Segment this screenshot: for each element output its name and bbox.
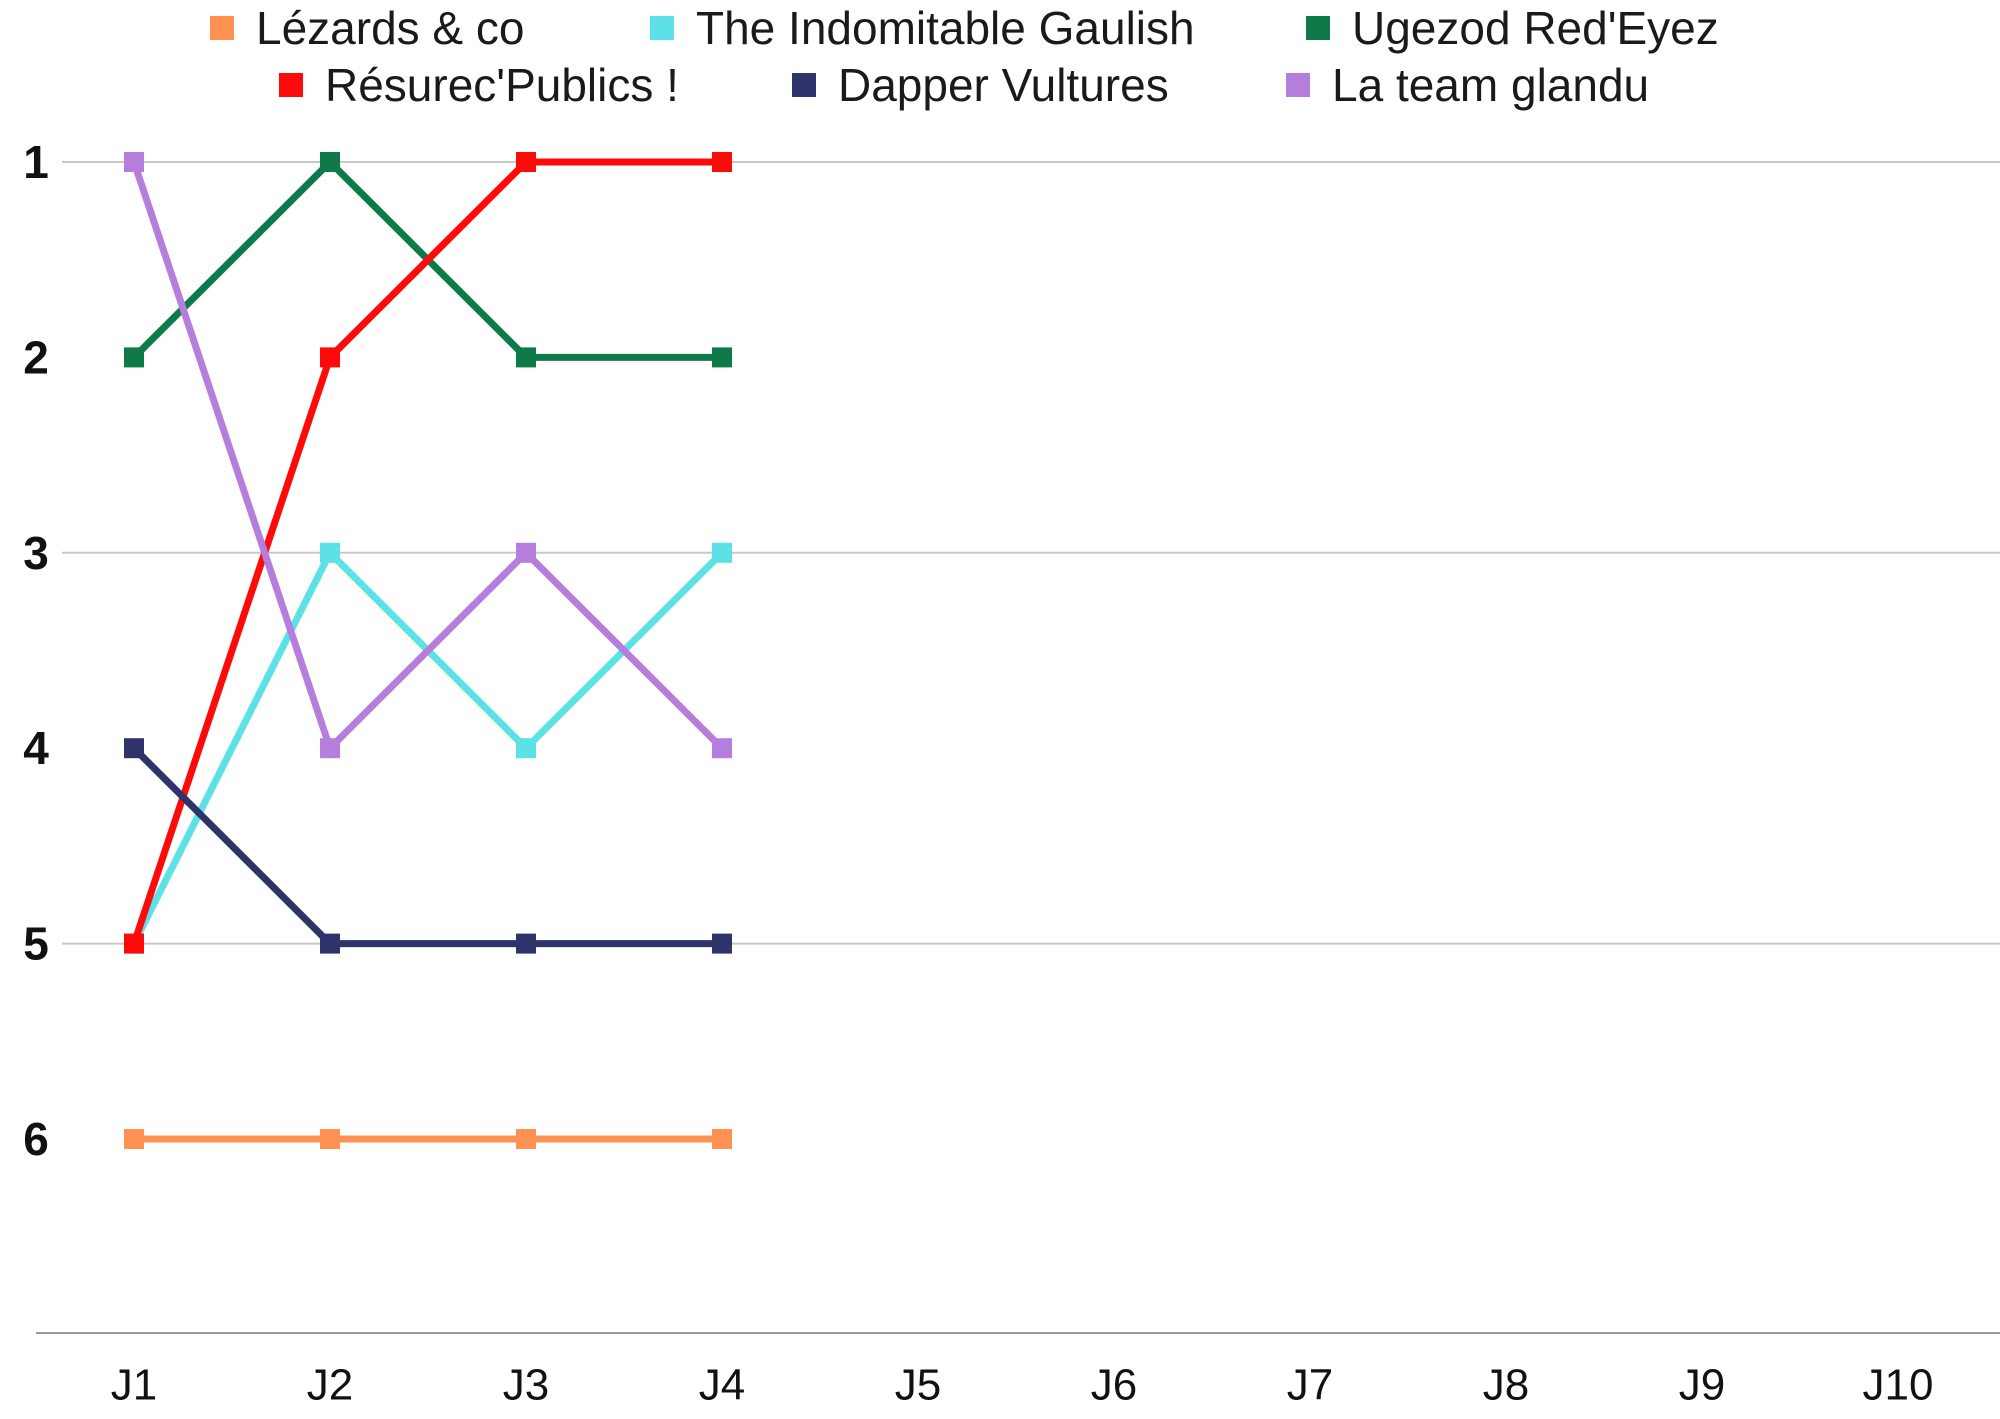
data-point-marker	[320, 347, 340, 368]
series-line	[130, 158, 726, 948]
x-tick-label: J3	[503, 1361, 549, 1410]
data-point-marker	[516, 152, 536, 172]
legend-label: Ugezod Red'Eyez	[1352, 2, 1719, 54]
data-point-marker	[712, 738, 732, 759]
y-tick-label: 1	[23, 136, 49, 188]
gridlines	[62, 161, 2000, 945]
legend-label: Dapper Vultures	[838, 59, 1169, 111]
data-point-marker	[320, 933, 340, 954]
data-point-marker	[124, 347, 144, 368]
y-tick-label: 5	[23, 918, 49, 970]
x-tick-label: J6	[1091, 1361, 1137, 1410]
x-tick-label: J4	[699, 1361, 745, 1410]
data-point-marker	[516, 542, 536, 563]
legend-swatch	[1306, 16, 1330, 40]
series-lines	[124, 152, 732, 1149]
x-tick-label: J8	[1483, 1361, 1529, 1410]
data-point-marker	[516, 347, 536, 368]
x-tick-label: J9	[1679, 1361, 1725, 1410]
x-tick-label: J2	[307, 1361, 353, 1410]
y-tick-label: 4	[23, 722, 49, 774]
x-tick-label: J5	[895, 1361, 941, 1410]
y-tick-label: 3	[23, 527, 49, 579]
x-tick-label: J7	[1287, 1361, 1333, 1410]
data-point-marker	[124, 1129, 144, 1149]
data-point-marker	[320, 738, 340, 759]
y-tick-label: 6	[23, 1113, 49, 1165]
legend-label: Lézards & co	[256, 2, 524, 54]
legend-swatch	[210, 16, 234, 40]
legend-swatch	[279, 73, 303, 97]
data-point-marker	[712, 152, 732, 172]
data-point-marker	[712, 933, 732, 954]
data-point-marker	[516, 738, 536, 759]
data-point-marker	[320, 542, 340, 563]
x-tick-label: J10	[1863, 1361, 1934, 1410]
series-line	[130, 549, 726, 948]
y-tick-label: 2	[23, 331, 49, 383]
legend-swatch	[792, 73, 816, 97]
data-point-marker	[124, 152, 144, 172]
series-line	[130, 744, 726, 948]
y-axis-ticks: 1 2 3 4 5 6	[23, 136, 49, 1165]
legend-label: Résurec'Publics !	[325, 59, 679, 111]
legend: Lézards & co The Indomitable Gaulish Ugezo…	[210, 2, 1719, 111]
data-point-marker	[320, 1129, 340, 1149]
x-axis-ticks: J1 J2 J3 J4 J5 J6 J7 J8 J9 J10	[111, 1361, 1934, 1410]
data-point-marker	[516, 933, 536, 954]
data-point-marker	[124, 738, 144, 759]
data-point-marker	[712, 1129, 732, 1149]
data-point-marker	[712, 347, 732, 368]
data-point-marker	[712, 542, 732, 563]
data-point-marker	[516, 1129, 536, 1149]
series-line	[130, 158, 726, 752]
legend-label: La team glandu	[1332, 59, 1649, 111]
legend-swatch	[1286, 73, 1310, 97]
x-tick-label: J1	[111, 1361, 157, 1410]
data-point-marker	[124, 933, 144, 954]
data-point-marker	[320, 152, 340, 172]
legend-swatch	[650, 16, 674, 40]
legend-label: The Indomitable Gaulish	[696, 2, 1195, 54]
